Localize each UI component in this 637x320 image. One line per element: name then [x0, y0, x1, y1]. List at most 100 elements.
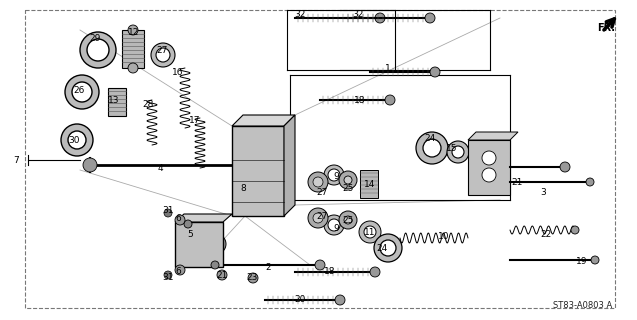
- Circle shape: [359, 221, 381, 243]
- Polygon shape: [175, 214, 232, 222]
- Text: 9: 9: [333, 172, 339, 180]
- Text: 6: 6: [175, 268, 181, 276]
- Circle shape: [188, 231, 202, 245]
- Text: 20: 20: [294, 295, 306, 305]
- Text: 8: 8: [240, 183, 246, 193]
- Circle shape: [482, 168, 496, 182]
- Bar: [360, 170, 378, 198]
- Circle shape: [344, 176, 352, 184]
- Circle shape: [250, 140, 266, 156]
- Text: 27: 27: [156, 45, 168, 54]
- Circle shape: [586, 178, 594, 186]
- Circle shape: [364, 226, 376, 238]
- Circle shape: [370, 267, 380, 277]
- Circle shape: [315, 260, 325, 270]
- Text: 16: 16: [172, 68, 183, 76]
- Circle shape: [83, 158, 97, 172]
- Circle shape: [324, 215, 344, 235]
- Circle shape: [344, 216, 352, 224]
- Text: 4: 4: [157, 164, 163, 172]
- Text: 27: 27: [317, 188, 327, 196]
- Circle shape: [128, 63, 138, 73]
- Text: 22: 22: [540, 229, 552, 238]
- Text: 7: 7: [13, 156, 19, 164]
- Circle shape: [324, 165, 344, 185]
- Circle shape: [164, 271, 172, 279]
- Text: 6: 6: [175, 213, 181, 222]
- Circle shape: [430, 67, 440, 77]
- Text: 27: 27: [317, 212, 327, 220]
- Text: 24: 24: [376, 244, 388, 252]
- Text: 26: 26: [73, 85, 85, 94]
- Text: 23: 23: [247, 274, 258, 283]
- Circle shape: [313, 177, 323, 187]
- Text: 32: 32: [352, 10, 364, 19]
- Circle shape: [183, 226, 207, 250]
- Circle shape: [250, 162, 266, 178]
- Circle shape: [385, 95, 395, 105]
- Circle shape: [151, 43, 175, 67]
- Circle shape: [156, 48, 170, 62]
- Text: 25: 25: [342, 183, 354, 193]
- Text: ST83-A0803 A: ST83-A0803 A: [553, 301, 612, 310]
- Text: 9: 9: [333, 223, 339, 233]
- Polygon shape: [284, 115, 295, 216]
- Circle shape: [61, 124, 93, 156]
- Bar: [232, 126, 284, 216]
- Circle shape: [87, 39, 109, 61]
- Circle shape: [72, 82, 92, 102]
- Text: 3: 3: [540, 188, 546, 196]
- Circle shape: [184, 220, 192, 228]
- Circle shape: [477, 146, 501, 170]
- Polygon shape: [232, 115, 295, 126]
- Text: 21: 21: [512, 178, 523, 187]
- Circle shape: [164, 209, 172, 217]
- Circle shape: [244, 178, 272, 206]
- Circle shape: [328, 169, 340, 181]
- Circle shape: [313, 213, 323, 223]
- Bar: [175, 222, 223, 267]
- Circle shape: [244, 134, 272, 162]
- Bar: [468, 140, 510, 195]
- Text: 31: 31: [162, 274, 174, 283]
- Polygon shape: [468, 132, 518, 140]
- Circle shape: [477, 163, 501, 187]
- Circle shape: [68, 131, 86, 149]
- Bar: [122, 30, 144, 68]
- Text: 1: 1: [385, 63, 391, 73]
- Circle shape: [308, 208, 328, 228]
- Text: 32: 32: [294, 10, 306, 19]
- Bar: [108, 88, 126, 116]
- Circle shape: [250, 184, 266, 200]
- Circle shape: [339, 171, 357, 189]
- Circle shape: [328, 219, 340, 231]
- Circle shape: [128, 25, 138, 35]
- Text: 31: 31: [162, 205, 174, 214]
- Circle shape: [423, 139, 441, 157]
- Circle shape: [571, 226, 579, 234]
- Text: 10: 10: [438, 231, 450, 241]
- Text: 30: 30: [68, 135, 80, 145]
- Text: 29: 29: [89, 34, 101, 43]
- Text: 11: 11: [364, 228, 376, 236]
- Text: 25: 25: [342, 215, 354, 225]
- Text: 28: 28: [142, 100, 154, 108]
- Circle shape: [211, 261, 219, 269]
- Circle shape: [560, 162, 570, 172]
- Circle shape: [591, 256, 599, 264]
- Circle shape: [210, 238, 222, 250]
- Circle shape: [244, 156, 272, 184]
- Text: 14: 14: [364, 180, 376, 188]
- Circle shape: [447, 141, 469, 163]
- Text: 17: 17: [189, 116, 201, 124]
- Circle shape: [65, 75, 99, 109]
- Text: 2: 2: [265, 263, 271, 273]
- Text: 18: 18: [354, 95, 366, 105]
- Circle shape: [248, 273, 258, 283]
- Circle shape: [339, 211, 357, 229]
- Circle shape: [175, 215, 185, 225]
- Text: FR.: FR.: [597, 23, 615, 33]
- Circle shape: [375, 13, 385, 23]
- Circle shape: [452, 146, 464, 158]
- Circle shape: [80, 32, 116, 68]
